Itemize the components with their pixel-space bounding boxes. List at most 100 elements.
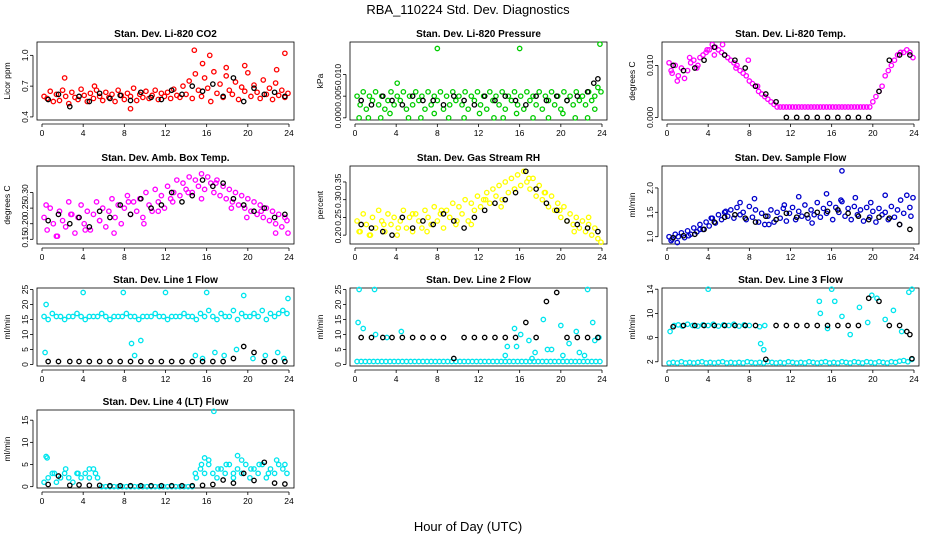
data-point [780,104,787,110]
data-point [584,286,591,293]
data-point [102,89,109,96]
data-point [898,328,905,335]
data-point [490,97,496,104]
x-tick-label: 8 [747,128,752,138]
data-point [269,96,276,103]
data-point [284,217,290,224]
data-point [845,114,851,121]
data-point [752,219,759,225]
data-point [598,239,604,246]
data-point [711,52,718,58]
data-point [557,214,564,221]
data-point [56,97,63,104]
data-point [191,47,198,54]
data-point [395,225,402,231]
data-point [220,183,226,190]
x-tick-label: 4 [81,496,86,506]
data-point [112,98,118,105]
data-point [553,289,560,296]
y-tick-label: 0.4 [20,111,30,123]
data-point [675,233,682,240]
plot-frame [36,409,295,489]
data-point [471,334,478,341]
data-point [44,95,50,102]
data-point [545,114,552,121]
data-point [238,84,245,91]
data-point [235,202,242,208]
x-tick-label: 12 [786,252,796,262]
plot-frame [36,41,295,121]
data-point [41,214,47,221]
data-point [904,358,911,365]
data-point [430,334,437,341]
y-axis-label: ml/min [315,314,325,339]
data-point [557,322,564,329]
data-point [891,57,898,64]
data-point [43,453,49,460]
data-point [274,349,281,356]
data-point [240,98,247,105]
data-point [574,93,581,100]
data-point [140,94,146,101]
data-point [847,331,854,338]
data-point [481,207,488,214]
data-point [168,358,175,365]
data-point [564,334,570,341]
x-tick-label: 8 [747,252,752,262]
y-tick-label: 0.30 [333,191,343,208]
data-point [400,207,407,214]
data-point [584,225,591,231]
data-point [141,220,147,227]
data-point [96,217,103,224]
data-point [155,208,162,215]
data-point [762,213,769,220]
series-selected [45,343,288,365]
data-point [107,214,113,221]
series-selected [45,177,288,230]
data-point [795,208,802,215]
data-point [86,474,93,481]
series-selected [670,207,913,241]
data-point [805,215,811,222]
data-point [461,114,467,121]
data-point [127,482,134,489]
data-point [179,358,185,365]
data-point [539,106,546,113]
data-point [240,470,247,477]
x-tick-label: 24 [284,496,294,506]
data-point [526,337,532,344]
panel-title: Stan. Dev. Li-820 Temp. [735,29,846,40]
data-point [517,93,524,100]
x-tick-label: 16 [515,252,525,262]
data-point [233,346,240,353]
data-point [711,219,718,225]
data-point [263,91,270,98]
data-point [62,223,69,230]
data-point [272,220,279,227]
data-point [211,189,217,196]
data-point [61,470,68,477]
data-point [380,221,387,228]
x-tick-label: 4 [81,128,86,138]
data-point [279,466,286,472]
y-tick-label: 15 [333,315,343,325]
data-point [666,59,672,66]
data-point [193,474,200,481]
data-point [50,220,57,227]
x-tick-label: 20 [556,374,566,384]
data-point [873,93,879,100]
data-point [223,73,230,79]
data-point [96,482,103,489]
data-point [896,52,903,58]
data-point [573,214,580,221]
data-point [420,218,426,224]
data-point [261,205,268,211]
data-point [62,93,69,100]
data-point [560,352,566,359]
data-point [238,470,245,477]
data-point [213,180,219,187]
data-point [217,192,223,199]
data-point [226,186,233,193]
data-point [894,207,901,213]
y-tick-label: 0.005 [333,85,343,107]
